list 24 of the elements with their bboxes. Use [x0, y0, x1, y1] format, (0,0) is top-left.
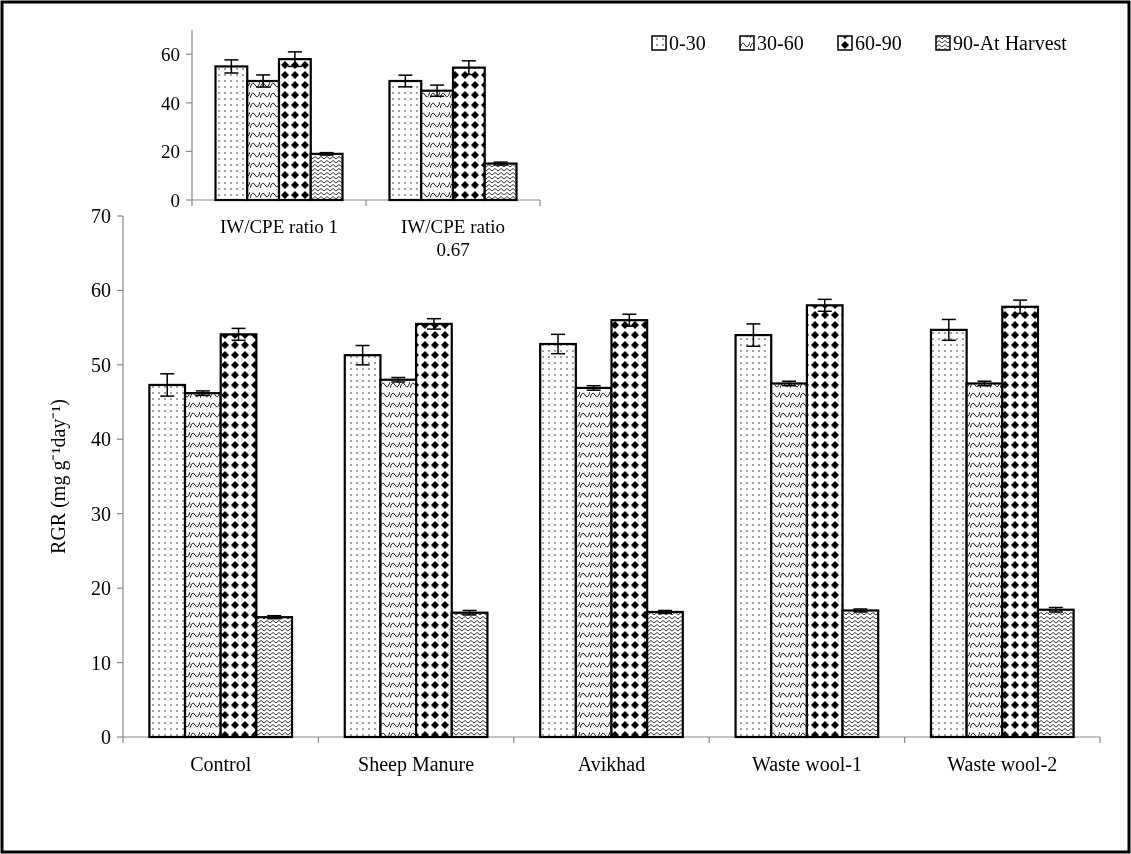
y-tick-label: 0 — [101, 726, 111, 748]
legend-label: 60-90 — [855, 32, 902, 54]
y-tick-label: 20 — [161, 141, 180, 163]
y-axis-title: RGR (mg g⁻¹day⁻¹) — [47, 399, 70, 554]
y-tick-label: 20 — [91, 577, 111, 600]
x-tick-label: Avikhad — [577, 753, 646, 775]
y-tick-label: 50 — [91, 353, 111, 376]
x-tick-label: IW/CPE ratio 1 — [219, 216, 339, 237]
x-tick-label: Waste wool-1 — [751, 753, 862, 775]
y-tick-label: 10 — [91, 651, 111, 674]
y-tick-label: 40 — [91, 428, 111, 451]
legend-label: 0-30 — [669, 32, 706, 54]
y-tick-label: 70 — [91, 205, 111, 227]
y-tick-label: 60 — [161, 43, 180, 65]
x-tick-label: Control — [190, 753, 252, 775]
y-tick-label: 0 — [170, 189, 180, 211]
x-tick-label: Sheep Manure — [358, 753, 475, 776]
legend-label: 90-At Harvest — [953, 32, 1068, 54]
y-tick-label: 60 — [91, 279, 111, 302]
y-tick-label: 40 — [161, 92, 180, 114]
legend-label: 30-60 — [757, 32, 804, 54]
x-tick-label: Waste wool-2 — [947, 753, 1058, 775]
y-tick-label: 30 — [91, 502, 111, 525]
x-tick-label: IW/CPE ratio 0.67 — [401, 216, 505, 260]
